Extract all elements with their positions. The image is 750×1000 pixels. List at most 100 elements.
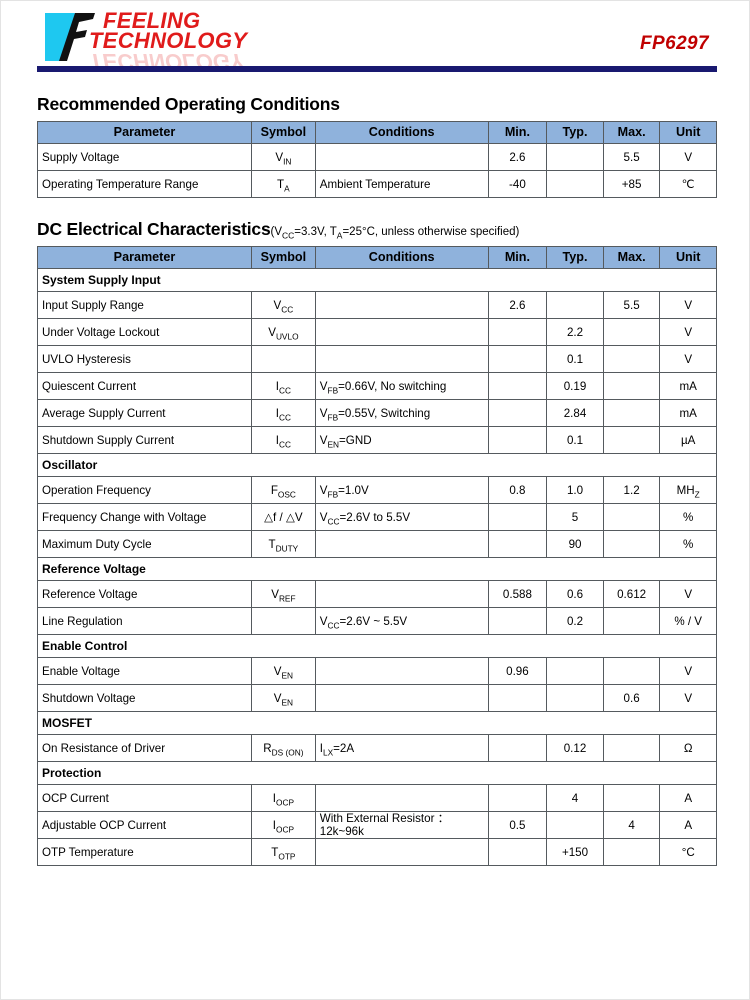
condition-base: V bbox=[319, 379, 328, 393]
cell-max bbox=[602, 657, 661, 685]
condition-subscript: CC bbox=[327, 515, 340, 526]
symbol-subscript: EN bbox=[281, 669, 293, 680]
logo-line-technology: TECHNOLOGY bbox=[89, 28, 248, 53]
cell-min bbox=[487, 372, 548, 400]
table-row: Under Voltage Lockout VUVLO 2.2 V bbox=[37, 318, 717, 346]
cell-conditions: With External Resistor ： 12k~96k bbox=[314, 811, 489, 839]
cell-parameter: On Resistance of Driver bbox=[37, 734, 252, 762]
dc-title: DC Electrical Characteristics bbox=[37, 219, 271, 239]
table-row: OCP Current IOCP 4 A bbox=[37, 784, 717, 812]
col-max: Max. bbox=[602, 121, 661, 144]
condition-subscript: EN bbox=[327, 438, 340, 449]
symbol-subscript: CC bbox=[279, 411, 291, 422]
symbol-subscript: DS (ON) bbox=[271, 746, 304, 757]
symbol-subscript: OTP bbox=[278, 850, 296, 861]
cell-symbol: VCC bbox=[250, 291, 316, 319]
dc-electrical-characteristics-table: Parameter Symbol Conditions Min. Typ. Ma… bbox=[37, 246, 717, 866]
col-unit: Unit bbox=[659, 246, 717, 269]
cell-parameter: OTP Temperature bbox=[37, 838, 252, 866]
cell-min: 0.5 bbox=[487, 811, 548, 839]
unit-subscript: Z bbox=[694, 488, 700, 499]
group-label: MOSFET bbox=[37, 711, 717, 735]
table-row: Adjustable OCP Current IOCP With External … bbox=[37, 811, 717, 839]
page-content: FEELING TECHNOLOGY TECHNOLOGY FP6297 Rec… bbox=[37, 1, 717, 866]
table-row: Input Supply Range VCC 2.6 5.5 V bbox=[37, 291, 717, 319]
table-group-header-row: Oscillator bbox=[37, 453, 717, 477]
cell-unit: Ω bbox=[659, 734, 717, 762]
symbol-base: I bbox=[272, 818, 276, 832]
cell-conditions: VFB=0.55V, Switching bbox=[314, 399, 489, 427]
cell-min bbox=[487, 684, 548, 712]
symbol-subscript: DUTY bbox=[275, 542, 299, 553]
cell-symbol: VEN bbox=[250, 657, 316, 685]
cell-unit: °C bbox=[659, 838, 717, 866]
cell-typ: 2.2 bbox=[546, 318, 604, 346]
cell-typ: 0.1 bbox=[546, 345, 604, 373]
cell-symbol: TA bbox=[250, 170, 316, 198]
cell-symbol: RDS (ON) bbox=[250, 734, 316, 762]
condition-rest: =2.6V ~ 5.5V bbox=[339, 614, 408, 628]
table-row: Operating Temperature Range TA Ambient Tem… bbox=[37, 170, 717, 198]
symbol-subscript: OSC bbox=[277, 488, 296, 499]
symbol-subscript: REF bbox=[278, 592, 296, 603]
cell-typ: +150 bbox=[546, 838, 604, 866]
col-conditions: Conditions bbox=[314, 121, 489, 144]
cell-parameter: Input Supply Range bbox=[37, 291, 252, 319]
cell-symbol: ICC bbox=[250, 426, 316, 454]
col-symbol: Symbol bbox=[250, 121, 316, 144]
col-parameter: Parameter bbox=[37, 246, 252, 269]
cell-typ: 5 bbox=[546, 503, 604, 531]
table-row: Supply Voltage VIN 2.6 5.5 V bbox=[37, 143, 717, 171]
symbol-base: V bbox=[273, 298, 282, 312]
condition-rest: =0.55V, Switching bbox=[338, 406, 431, 420]
cell-typ bbox=[546, 143, 604, 171]
table-row: Average Supply Current ICC VFB=0.55V, Swit… bbox=[37, 399, 717, 427]
condition-subscript: CC bbox=[327, 619, 340, 630]
col-unit: Unit bbox=[659, 121, 717, 144]
table-row: Frequency Change with Voltage △f / △V VCC=… bbox=[37, 503, 717, 531]
condition-subscript: FB bbox=[327, 488, 339, 499]
cell-conditions: Ambient Temperature bbox=[314, 170, 489, 198]
cell-min bbox=[487, 426, 548, 454]
logo-line-feeling: FEELING bbox=[103, 8, 201, 33]
condition-subscript: FB bbox=[327, 411, 339, 422]
cell-typ: 0.6 bbox=[546, 580, 604, 608]
cell-typ: 0.1 bbox=[546, 426, 604, 454]
table-group-header-row: System Supply Input bbox=[37, 268, 717, 292]
cell-symbol: VUVLO bbox=[250, 318, 316, 346]
col-symbol: Symbol bbox=[250, 246, 316, 269]
cell-typ bbox=[546, 811, 604, 839]
cell-min bbox=[487, 838, 548, 866]
cell-min bbox=[487, 345, 548, 373]
col-min: Min. bbox=[487, 121, 548, 144]
cell-unit: V bbox=[659, 291, 717, 319]
symbol-subscript: A bbox=[284, 182, 290, 193]
cell-typ: 4 bbox=[546, 784, 604, 812]
condition-base: V bbox=[319, 483, 328, 497]
cell-parameter: Line Regulation bbox=[37, 607, 252, 635]
cell-conditions: VCC=2.6V ~ 5.5V bbox=[314, 607, 489, 635]
condition-rest: =1.0V bbox=[338, 483, 369, 497]
cell-symbol: ICC bbox=[250, 372, 316, 400]
unit-base: MH bbox=[676, 483, 695, 497]
symbol-base: T bbox=[277, 177, 285, 191]
symbol-base: V bbox=[268, 325, 276, 339]
condition-rest: =2A bbox=[333, 741, 355, 755]
table-row: Maximum Duty Cycle TDUTY 90% bbox=[37, 530, 717, 558]
cell-max bbox=[602, 372, 661, 400]
cell-max: +85 bbox=[602, 170, 661, 198]
cell-conditions bbox=[314, 580, 489, 608]
cell-unit: % bbox=[659, 530, 717, 558]
cell-conditions bbox=[314, 530, 489, 558]
symbol-base: V bbox=[273, 664, 282, 678]
cell-typ: 0.12 bbox=[546, 734, 604, 762]
cell-symbol: IOCP bbox=[250, 811, 316, 839]
dc-table-body: System Supply Input Input Supply Range VCC… bbox=[37, 268, 717, 866]
cell-min: -40 bbox=[487, 170, 548, 198]
cell-max: 0.6 bbox=[602, 684, 661, 712]
condition-base: V bbox=[319, 433, 328, 447]
dc-title-note: (VCC=3.3V, TA=25°C, unless otherwise spe… bbox=[270, 226, 520, 241]
table-group-header-row: Reference Voltage bbox=[37, 557, 717, 581]
cell-max bbox=[602, 838, 661, 866]
cell-min: 0.8 bbox=[487, 476, 548, 504]
